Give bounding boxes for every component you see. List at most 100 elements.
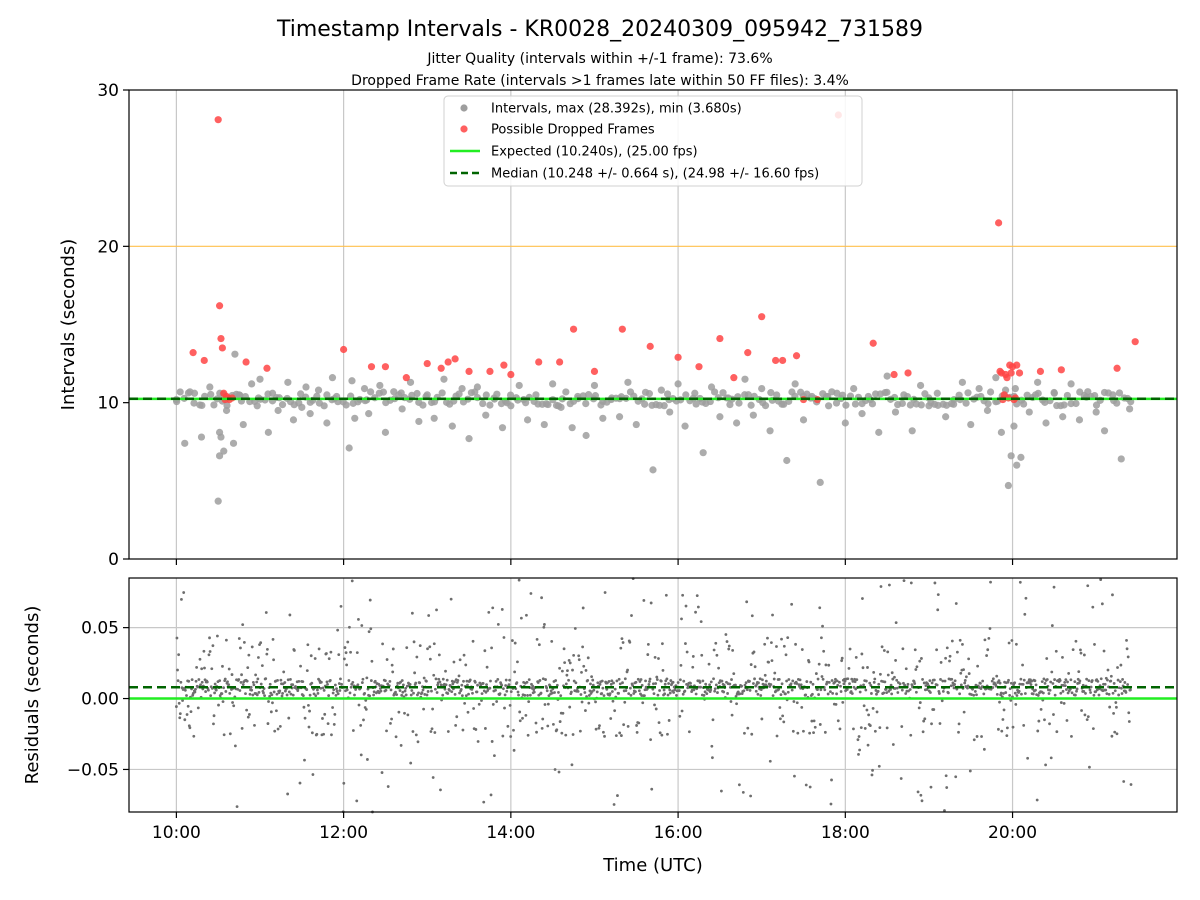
residual-point <box>753 665 757 669</box>
interval-point <box>666 408 674 416</box>
residual-point <box>1065 719 1069 722</box>
residual-point <box>1125 647 1129 651</box>
residual-point <box>818 606 822 610</box>
residual-point <box>972 738 976 742</box>
residual-point <box>525 680 529 684</box>
residual-point <box>525 613 528 617</box>
residual-point <box>763 673 767 677</box>
residual-point <box>328 678 332 682</box>
interval-point <box>1067 380 1075 388</box>
dropped-frame-point <box>1057 366 1065 374</box>
residual-point <box>174 705 178 708</box>
residual-point <box>613 687 617 691</box>
residual-point <box>620 637 624 641</box>
residual-point <box>894 659 897 662</box>
residual-point <box>310 681 314 685</box>
dropped-frame-point <box>995 219 1003 227</box>
residual-point <box>930 681 934 685</box>
residual-point <box>932 708 936 711</box>
intervals-panel: 0 10 20 30 Intervals (seconds) Intervals, m… <box>58 81 1178 570</box>
residual-point <box>763 642 767 646</box>
residual-point <box>448 688 451 692</box>
residual-point <box>612 681 615 685</box>
residual-point <box>275 692 279 696</box>
residual-point <box>939 661 943 664</box>
residual-point <box>955 687 959 691</box>
residual-point <box>767 660 771 664</box>
residual-point <box>859 726 863 730</box>
residual-point <box>913 682 917 685</box>
residual-point <box>316 688 319 692</box>
interval-point <box>540 420 548 429</box>
interval-point <box>832 399 841 407</box>
residual-point <box>381 642 384 646</box>
residual-point <box>1049 680 1053 684</box>
residual-point <box>384 679 387 683</box>
residual-point <box>681 692 685 696</box>
residual-point <box>1017 689 1021 693</box>
residual-point <box>477 702 481 706</box>
residual-point <box>231 701 234 704</box>
residual-point <box>192 734 196 738</box>
residual-point <box>208 650 212 653</box>
interval-point <box>858 410 866 418</box>
residual-point <box>709 680 713 684</box>
residual-point <box>1005 734 1009 738</box>
residual-point <box>866 666 869 669</box>
residual-point <box>943 809 946 812</box>
residual-point <box>398 689 402 692</box>
residual-point <box>1116 666 1119 669</box>
residual-point <box>325 652 328 655</box>
residual-point <box>725 640 729 643</box>
dropped-frame-point <box>772 356 780 365</box>
residual-point <box>438 680 442 684</box>
residual-point <box>1066 691 1070 695</box>
residual-point <box>340 682 343 686</box>
residual-point <box>909 733 913 737</box>
residual-point <box>559 694 563 698</box>
residual-point <box>692 688 696 692</box>
interval-point <box>1075 416 1084 424</box>
interval-point <box>842 401 850 409</box>
residual-point <box>279 678 283 682</box>
residual-point <box>650 787 654 791</box>
interval-point <box>828 388 836 396</box>
residual-point <box>501 687 505 691</box>
residual-point <box>235 805 239 809</box>
residual-point <box>348 691 352 695</box>
residual-point <box>923 717 927 721</box>
residual-point <box>643 694 646 698</box>
residual-point <box>861 597 864 600</box>
residual-point <box>180 597 183 601</box>
residual-point <box>289 677 292 681</box>
residual-point <box>800 648 804 651</box>
residual-point <box>1069 678 1073 682</box>
residual-point <box>517 693 520 697</box>
residual-point <box>444 669 447 673</box>
interval-point <box>584 391 593 399</box>
residual-point <box>998 681 1002 685</box>
residual-point <box>722 690 726 694</box>
residual-point <box>846 677 850 681</box>
residual-point <box>704 682 708 686</box>
residual-point <box>197 678 201 681</box>
residual-point <box>321 686 325 690</box>
interval-point <box>735 399 743 407</box>
dropped-frame-point <box>423 359 431 368</box>
residual-point <box>959 683 963 687</box>
residual-point <box>316 691 320 695</box>
residual-point <box>1013 681 1017 685</box>
residual-point <box>390 663 394 667</box>
residual-point <box>872 670 876 674</box>
residual-point <box>967 657 971 661</box>
residual-point <box>367 630 371 634</box>
residual-point <box>439 788 442 792</box>
residual-point <box>403 689 407 693</box>
residual-point <box>537 643 541 647</box>
residual-point <box>1096 679 1100 683</box>
residual-point <box>831 692 835 695</box>
residual-point <box>546 702 550 706</box>
interval-point <box>599 414 607 422</box>
interval-point <box>190 399 198 407</box>
residual-point <box>245 679 249 683</box>
